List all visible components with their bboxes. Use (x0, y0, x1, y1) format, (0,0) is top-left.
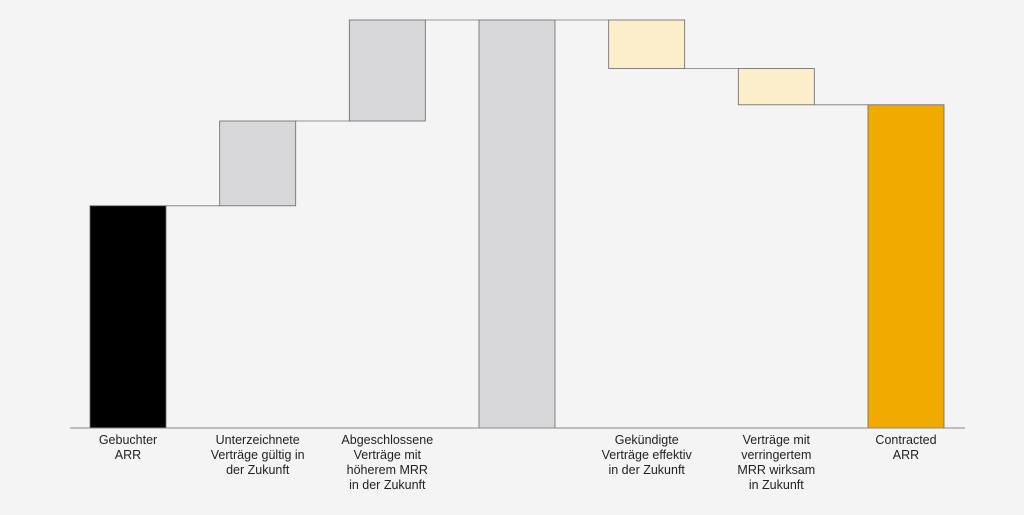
category-label-1: Unterzeichnete Verträge gültig in der Zuku… (211, 433, 305, 477)
category-label-2-line-3: in der Zukunft (349, 478, 426, 492)
category-label-1-line-1: Verträge gültig in (211, 448, 305, 462)
bar-2 (348, 19, 426, 122)
category-label-4-line-0: Gekündigte (615, 433, 679, 447)
bar-6 (867, 104, 945, 429)
category-label-5: Verträge mit verringertem MRR wirksam in Zu… (737, 433, 815, 492)
category-label-6-line-1: ARR (893, 448, 919, 462)
bar-0 (89, 205, 167, 429)
bar-4 (608, 19, 686, 69)
category-label-1-line-2: der Zukunft (226, 463, 290, 477)
bars (89, 19, 945, 429)
bar-1 (219, 120, 297, 207)
category-label-4-line-1: Verträge effektiv (602, 448, 693, 462)
category-label-0-line-1: ARR (115, 448, 141, 462)
category-label-4-line-2: in der Zukunft (608, 463, 685, 477)
category-label-1-line-0: Unterzeichnete (216, 433, 300, 447)
category-label-6: Contracted ARR (875, 433, 936, 462)
category-label-2-line-2: höherem MRR (347, 463, 428, 477)
category-label-2: Abgeschlossene Verträge mit höherem MRR in … (341, 433, 433, 492)
connector-lines (166, 19, 868, 207)
category-label-2-line-1: Verträge mit (354, 448, 422, 462)
category-label-0-line-0: Gebuchter (99, 433, 157, 447)
category-label-5-line-1: verringertem (741, 448, 811, 462)
category-label-0: Gebuchter ARR (99, 433, 157, 462)
bar-5 (737, 68, 815, 106)
category-label-6-line-0: Contracted (875, 433, 936, 447)
category-label-4: Gekündigte Verträge effektiv in der Zukunf… (602, 433, 693, 477)
category-label-5-line-0: Verträge mit (743, 433, 811, 447)
category-label-5-line-2: MRR wirksam (737, 463, 815, 477)
category-label-5-line-3: in Zukunft (749, 478, 804, 492)
bar-3 (478, 19, 556, 429)
category-label-2-line-0: Abgeschlossene (341, 433, 433, 447)
